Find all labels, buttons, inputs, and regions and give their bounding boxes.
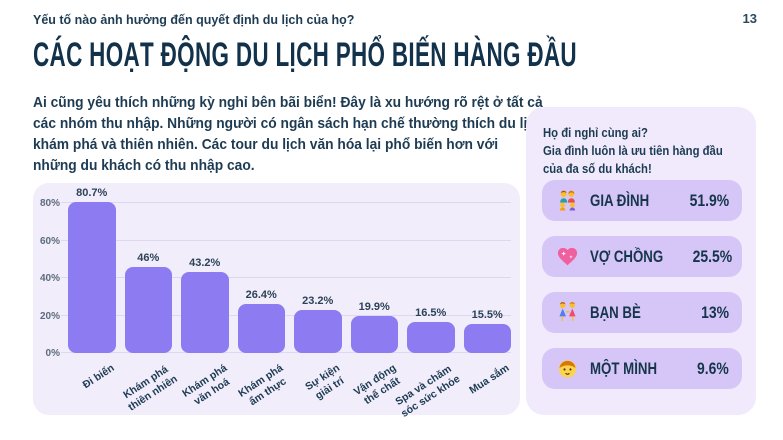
bar xyxy=(407,322,455,353)
companion-card-solo: MỘT MÌNH 9.6% xyxy=(542,348,742,389)
bar-column: 15.5% Mua sắm xyxy=(463,203,512,397)
sparkling-heart-icon xyxy=(555,245,579,269)
companion-label: GIA ĐÌNH xyxy=(590,190,650,210)
intro-paragraph: Ai cũng yêu thích những kỳ nghỉ bên bãi … xyxy=(33,94,543,174)
gridline xyxy=(46,239,511,241)
x-axis-label: Sự kiện giải trí xyxy=(303,362,347,402)
x-axis-label: Mua sắm xyxy=(467,362,512,397)
gridline xyxy=(46,277,511,278)
companion-value: 13% xyxy=(701,302,729,322)
gridline xyxy=(46,202,511,203)
kicker-text: Yếu tố nào ảnh hưởng đến quyết định du l… xyxy=(33,13,355,27)
bar-value-label: 43.2% xyxy=(189,257,221,269)
bar-value-label: 23.2% xyxy=(302,294,334,307)
companions-panel: Họ đi nghỉ cùng ai? Gia đình luôn là ưu … xyxy=(526,107,756,415)
bar-column: 16.5% Spa và chăm sóc sức khỏe xyxy=(393,203,462,419)
bar-column: 19.9% Vận động thể chất xyxy=(350,203,402,407)
bar-chart-panel: 80% 60% 40% 20% 0% 80.7% Đi biển 46% Khám phá t… xyxy=(33,183,520,420)
companion-label: BẠN BÈ xyxy=(590,302,641,322)
bars-layer: 80.7% Đi biển 46% Khám phá thiên nhiên 43.2%… xyxy=(68,187,512,420)
bar-column: 26.4% Khám phá ẩm thực xyxy=(237,203,289,408)
bar-column: 23.2% Sự kiện giải trí xyxy=(294,203,346,402)
page-number: 13 xyxy=(742,11,757,26)
companion-value: 51.9% xyxy=(689,190,729,210)
bar-value-label: 16.5% xyxy=(415,307,447,320)
x-axis-label: Đi biển xyxy=(80,362,117,392)
bar-column: 80.7% Đi biển xyxy=(68,187,116,391)
bar xyxy=(124,266,172,353)
companion-card-family: GIA ĐÌNH 51.9% xyxy=(542,180,742,221)
companion-value: 9.6% xyxy=(697,358,729,378)
companions-cards: GIA ĐÌNH 51.9% VỢ CHỒNG 25.5% xyxy=(542,180,742,389)
y-axis-tick: 0% xyxy=(44,348,61,359)
family-icon xyxy=(555,189,579,213)
y-axis-tick: 80% xyxy=(38,198,61,209)
companion-label: VỢ CHỒNG xyxy=(590,246,664,266)
companion-card-friends: BẠN BÈ 13% xyxy=(542,292,742,333)
bar-column: 43.2% Khám phá văn hoá xyxy=(180,203,231,407)
y-axis-tick: 60% xyxy=(38,235,61,247)
bar xyxy=(68,201,116,353)
bar xyxy=(181,272,229,353)
y-axis-tick: 20% xyxy=(38,310,61,322)
companions-heading: Họ đi nghỉ cùng ai? Gia đình luôn là ưu … xyxy=(543,125,723,177)
companion-label: MỘT MÌNH xyxy=(590,358,658,378)
friends-icon xyxy=(555,301,579,325)
bar xyxy=(350,315,398,353)
bar-column: 46% Khám phá thiên nhiên xyxy=(121,203,179,413)
x-axis-label: Khám phá văn hoá xyxy=(180,362,232,408)
x-axis-label: Khám phá thiên nhiên xyxy=(121,363,180,414)
companion-card-couple: VỢ CHỒNG 25.5% xyxy=(542,236,742,277)
plot-area: 80% 60% 40% 20% 0% 80.7% Đi biển 46% Khám phá t… xyxy=(38,187,512,420)
bar xyxy=(294,309,342,353)
bar-value-label: 15.5% xyxy=(471,308,503,321)
y-axis-tick: 40% xyxy=(38,273,61,284)
bar-value-label: 26.4% xyxy=(245,288,277,301)
companion-value: 25.5% xyxy=(692,246,733,266)
child-icon xyxy=(555,357,579,381)
page-title: CÁC HOẠT ĐỘNG DU LỊCH PHỔ BIẾN HÀNG ĐẦU xyxy=(33,36,577,74)
x-axis-label: Khám phá ẩm thực xyxy=(236,362,289,408)
bar-value-label: 19.9% xyxy=(358,300,390,313)
x-axis-label: Spa và chăm sóc sức khỏe xyxy=(393,362,463,420)
bar xyxy=(237,303,285,353)
bar-value-label: 46% xyxy=(137,251,160,264)
bar xyxy=(463,323,511,353)
bar-value-label: 80.7% xyxy=(76,186,108,199)
